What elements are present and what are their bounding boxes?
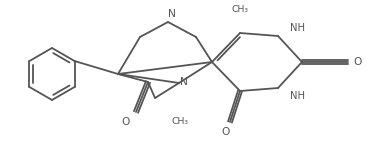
Text: O: O: [122, 117, 130, 127]
Text: CH₃: CH₃: [232, 5, 249, 14]
Text: O: O: [353, 57, 361, 67]
Text: CH₃: CH₃: [172, 117, 188, 126]
Text: NH: NH: [290, 91, 305, 101]
Text: N: N: [180, 77, 188, 87]
Text: N: N: [168, 9, 176, 19]
Text: NH: NH: [290, 23, 305, 33]
Text: O: O: [222, 127, 230, 137]
